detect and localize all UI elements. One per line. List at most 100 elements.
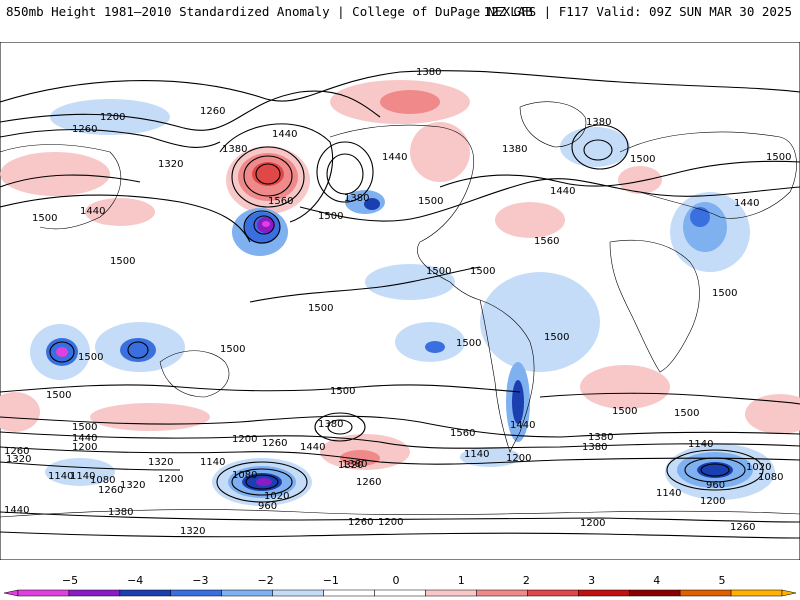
positive-anomaly-indian-ocean [745,394,800,434]
contour-1440-south [0,415,800,438]
contour-label: 1440 [300,442,325,453]
contour-label: 1380 [108,507,133,518]
contour-se-indian-low-core [700,463,730,477]
contour-indian-east-low [127,341,149,359]
contour-label: 1500 [46,390,71,401]
contour-label: 1500 [32,213,57,224]
contour-label: 1440 [550,186,575,197]
contour-1500-asia [0,194,251,243]
colorbar-tick-label: 2 [523,574,530,587]
coastline-south-america [479,299,535,453]
colorbar-cell [323,589,375,597]
contour-label: 1260 [348,517,373,528]
positive-anomaly-south-atlantic [580,365,670,409]
contour-label: 1200 [232,434,257,445]
contour-label: 1320 [148,457,173,468]
contour-label: 1320 [120,480,145,491]
colorbar-cell [527,589,579,597]
colorbar-arrow-low [3,589,19,597]
contour-label: 1260 [4,446,29,457]
positive-anomaly-southern-ocean [90,403,210,431]
contour-label: 1440 [734,198,759,209]
negative-anomaly-se-indian-max [697,462,733,478]
contour-label: 1140 [656,488,681,499]
contour-greenland-low-inner [583,139,613,161]
colorbar-cell [17,589,70,597]
colorbar-cell [578,589,630,597]
contour-1440-asia [0,174,141,188]
contour-label: 1500 [220,344,245,355]
contour-1380-greenland-low [571,124,629,170]
height-contours [0,70,800,539]
contour-1560-high-inner [243,155,293,197]
positive-anomaly-canada-core [380,90,440,114]
colorbar-tick-label: 3 [588,574,595,587]
coastline-greenland [519,101,587,148]
contour-indian-west-low [49,341,75,363]
contour-label: 1500 [766,152,791,163]
contour-label: 1080 [758,472,783,483]
negative-anomaly-south-america [480,272,600,372]
negative-anomaly-southern-low-peak [256,478,272,486]
coastline-africa [609,239,700,373]
contour-label: 1440 [510,420,535,431]
contour-label: 1200 [378,517,403,528]
contour-1500-south-atlantic [539,392,800,405]
contour-se-indian-low-inner [684,457,746,483]
contour-label: 1500 [674,408,699,419]
coastline-eurasia-east [619,131,797,219]
coastlines [0,101,800,518]
contour-label: 960 [706,480,725,491]
contour-1380-south [0,431,800,449]
contour-label: 1020 [746,462,771,473]
contour-1320-antarctic [0,531,800,539]
contour-1500-tropics-n [249,266,481,303]
colorbar-tick-label: −5 [62,574,78,587]
contour-label: 1500 [630,154,655,165]
contour-label: 1500 [712,288,737,299]
colorbar-cell [68,589,121,597]
colorbar-tick-label: −1 [323,574,339,587]
contour-label: 1260 [356,477,381,488]
colorbar-cell [119,589,172,597]
contour-label: 1440 [80,206,105,217]
contour-label: 1080 [90,475,115,486]
contour-label: 1260 [200,106,225,117]
contour-label: 1380 [344,193,369,204]
positive-anomaly-europe [618,166,662,194]
contour-southern-low-core [245,474,279,490]
contour-label: 1380 [222,144,247,155]
contour-pacific-low-inner [253,215,275,235]
positive-anomaly-south-pacific-core [340,450,380,466]
contour-label: 1020 [264,491,289,502]
contour-label: 1200 [158,474,183,485]
anomaly-colorbar: −5 −4 −3 −2 −1 0 1 2 3 4 5 [3,574,797,597]
contour-label: 1260 [730,522,755,533]
contour-label: 1140 [688,439,713,450]
contour-label: 1560 [450,428,475,439]
contour-1320-south [0,446,800,465]
contour-label: 1440 [72,433,97,444]
contour-label: 1200 [700,496,725,507]
contour-south-pacific-low-inner [327,419,353,435]
negative-anomaly-sw-edge [45,458,115,486]
contour-label: 1140 [48,471,73,482]
contour-label: 1440 [272,129,297,140]
colorbar-tick-label: 1 [458,574,465,587]
colorbar-tick-label: −3 [192,574,208,587]
contour-1380-alaska-low-inner [326,153,364,195]
contour-label: 1140 [70,471,95,482]
contour-label: 1380 [416,67,441,78]
colorbar-cell [374,589,426,597]
map-title: 850mb Height 1981–2010 Standardized Anom… [6,4,533,19]
contour-label: 1500 [426,266,451,277]
contour-label: 1560 [268,196,293,207]
contour-label: 1320 [158,159,183,170]
contour-label: 1500 [318,211,343,222]
coastline-australia [159,350,230,398]
contour-1380-north [0,70,800,103]
contour-label: 1440 [4,505,29,516]
colorbar-cell [679,589,732,597]
contour-label: 1500 [72,422,97,433]
colorbar-tick-label: 0 [393,574,400,587]
